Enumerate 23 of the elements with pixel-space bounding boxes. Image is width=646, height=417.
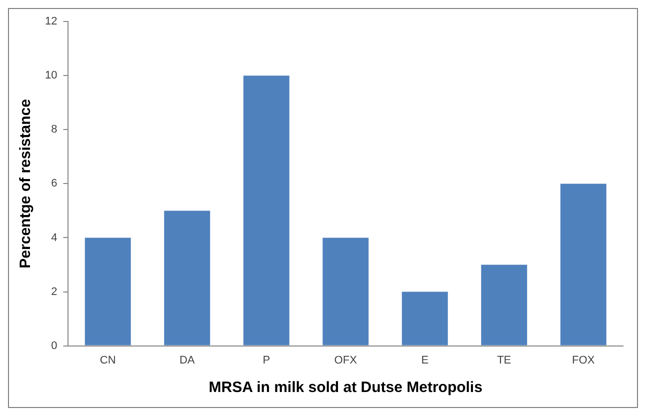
x-axis-title: MRSA in milk sold at Dutse Metropolis bbox=[208, 379, 482, 396]
bar bbox=[481, 264, 528, 346]
y-tick-label: 12 bbox=[44, 16, 58, 28]
bar bbox=[84, 238, 131, 346]
y-tick-label: 0 bbox=[51, 340, 58, 352]
x-tick-label: DA bbox=[179, 354, 196, 366]
y-tick-label: 10 bbox=[44, 70, 58, 82]
x-tick-label: P bbox=[262, 354, 270, 366]
y-tick-label: 6 bbox=[51, 178, 58, 190]
bar bbox=[560, 184, 606, 346]
x-tick-label: CN bbox=[100, 354, 116, 366]
y-axis-title: Percentge of resistance bbox=[17, 99, 34, 268]
x-tick-label: OFX bbox=[334, 354, 358, 366]
bar bbox=[402, 292, 448, 346]
y-tick-label: 8 bbox=[51, 124, 58, 136]
x-tick-label: E bbox=[421, 354, 429, 366]
y-tick-label: 4 bbox=[51, 232, 58, 244]
bar bbox=[322, 238, 369, 346]
bar bbox=[164, 210, 210, 346]
x-tick-label: TE bbox=[497, 354, 512, 366]
y-tick-label: 2 bbox=[51, 286, 58, 298]
x-tick-label: FOX bbox=[572, 354, 596, 366]
bar bbox=[243, 76, 290, 346]
